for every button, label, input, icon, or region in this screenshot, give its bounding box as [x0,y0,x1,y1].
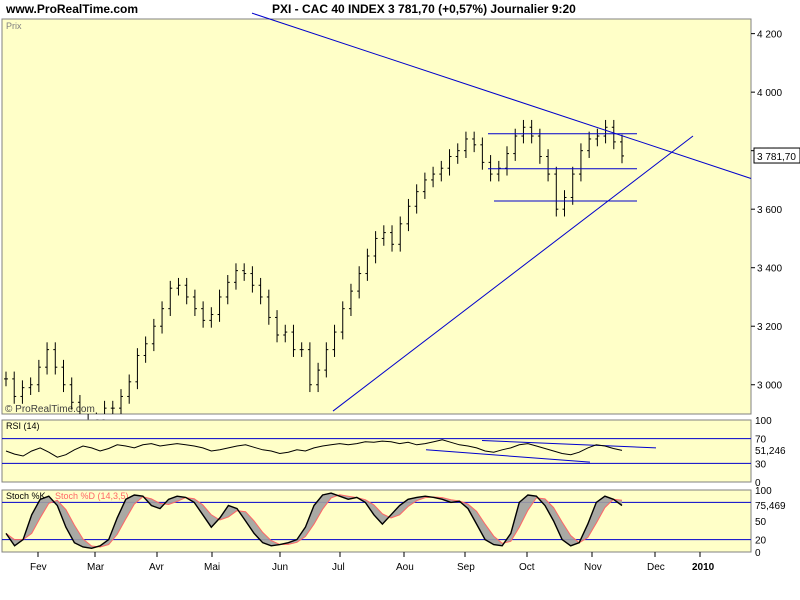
x-tick-label: Sep [457,562,475,573]
stoch-d-line [5,494,623,548]
x-tick-label: Avr [149,562,164,573]
x-tick-label: Aou [396,562,414,573]
price-tick-label: 3 600 [757,205,782,216]
price-tick-label: 4 200 [757,30,782,41]
stoch-tick-label: 20 [755,536,767,547]
x-tick-label: Jul [332,562,345,573]
x-tick-label: Dec [647,562,665,573]
rsi-panel-label: RSI (14) [6,421,40,431]
stoch-fill-area [6,493,622,549]
rsi-tick-label: 70 [755,435,767,446]
chart-title: PXI - CAC 40 INDEX 3 781,70 (+0,57%) Jou… [272,2,576,16]
x-tick-label: Mar [87,562,105,573]
x-tick-label: Oct [519,562,535,573]
x-tick-label: Fev [30,562,47,573]
price-tick-label: 3 000 [757,381,782,392]
stoch-axis: 100 50 200 75,469 [754,486,792,559]
rsi-tick-label: 100 [755,416,772,427]
rsi-axis: 100 70 30 0 51,246 [754,416,792,489]
chart-header: www.ProRealTime.com PXI - CAC 40 INDEX 3… [0,0,800,18]
x-tick-label: 2010 [692,562,715,573]
price-tick-label: 3 200 [757,322,782,333]
price-bars [4,119,624,444]
rsi-panel[interactable] [1,419,752,483]
stoch-last-label: 75,469 [755,501,786,512]
rsi-tick-label: 30 [755,459,767,470]
trendline-lower-support [332,135,694,412]
rsi-trendlines [425,439,657,463]
stoch-tick-label: 50 [755,517,767,528]
stoch-d-label: Stoch %D (14,3,5) [55,491,129,501]
rsi-trendline-upper [481,439,657,449]
stoch-k-line [5,492,623,550]
price-tick-label: 3 400 [757,264,782,275]
rsi-series-line [5,439,623,458]
x-tick-label: Mai [204,562,220,573]
stoch-tick-label: 0 [755,548,761,559]
watermark: © ProRealTime.com [5,404,95,415]
rsi-last-label: 51,246 [755,446,786,457]
trendline-upper-resistance [251,12,752,179]
stoch-k-label: Stoch %K [6,491,46,501]
price-tick-label: 4 000 [757,88,782,99]
site-link[interactable]: www.ProRealTime.com [6,2,139,16]
x-axis: Fev Mar Avr Mai Jun Jul Aou Sep Oct Nov Dec 2010 [30,552,715,573]
price-panel[interactable] [1,18,752,415]
last-price-box [753,147,800,164]
rsi-tick-label: 0 [755,478,761,489]
rsi-last-box [754,443,792,457]
last-price-label: 3 781,70 [757,152,796,163]
trendlines [251,12,752,412]
x-tick-label: Jun [272,562,288,573]
x-tick-label: Nov [584,562,602,573]
rsi-trendline-lower [425,449,591,463]
stoch-last-box [754,498,792,512]
stoch-tick-label: 100 [755,486,772,497]
price-panel-label: Prix [6,21,22,31]
